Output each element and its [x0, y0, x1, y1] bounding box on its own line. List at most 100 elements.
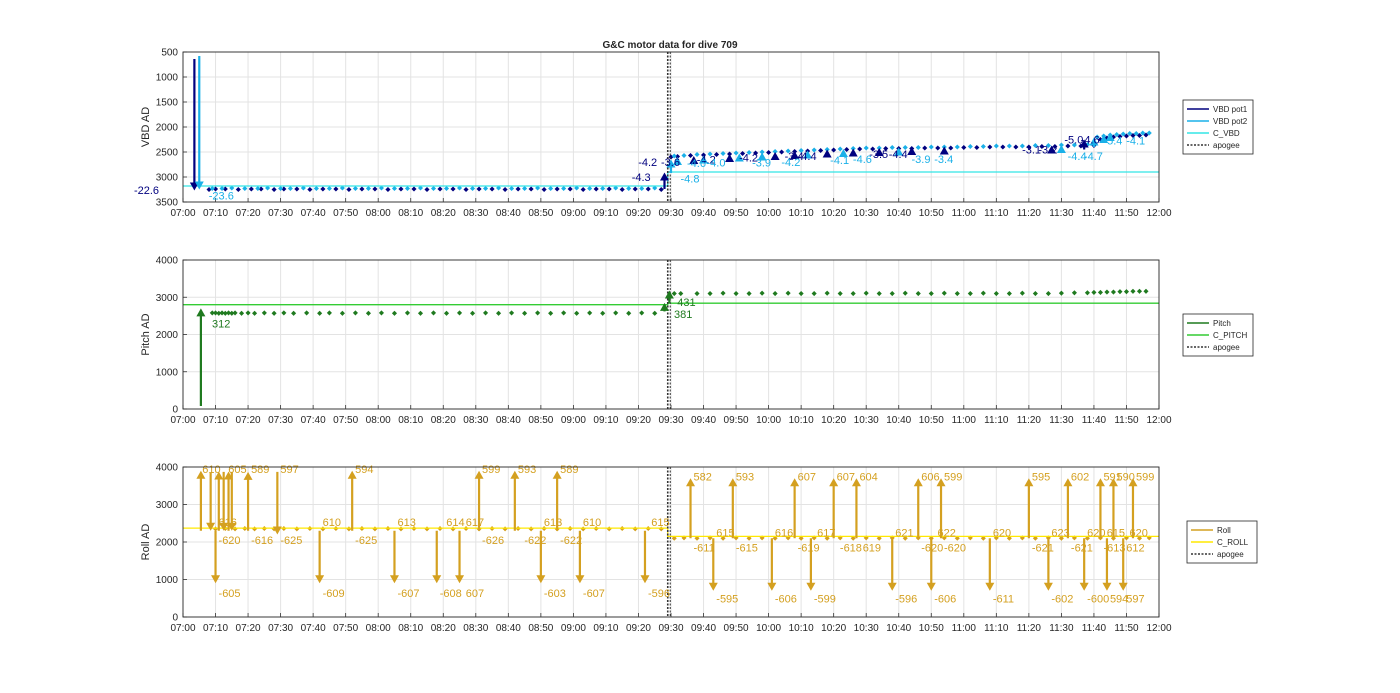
- move-value-label: 610: [583, 517, 601, 529]
- data-point: [411, 186, 417, 192]
- x-tick-label: 09:30: [658, 208, 683, 219]
- data-point: [1039, 143, 1045, 150]
- data-point: [437, 186, 443, 192]
- y-tick-label: 3000: [156, 293, 179, 304]
- data-point: [242, 185, 248, 192]
- data-point: [281, 310, 287, 316]
- move-value-label: -4.7: [1084, 151, 1103, 163]
- move-value-label: -607: [397, 588, 419, 600]
- x-tick-label: 09:20: [626, 415, 651, 426]
- move-value-label: 613: [397, 517, 415, 529]
- move-value-label: -611: [993, 593, 1014, 605]
- move-value-label: -4.2: [638, 157, 657, 169]
- x-tick-label: 11:40: [1082, 415, 1107, 426]
- move-arrow-head: [803, 150, 813, 159]
- move-arrow-head: [913, 478, 923, 487]
- x-tick-label: 11:30: [1049, 208, 1074, 219]
- move-value-label: 582: [694, 471, 712, 483]
- move-value-label: -22.6: [134, 185, 159, 197]
- move-value-label: -3.4: [934, 154, 953, 166]
- move-value-label: 620: [1129, 528, 1147, 540]
- x-tick-label: 07:10: [203, 623, 228, 634]
- x-tick-label: 08:50: [528, 623, 553, 634]
- x-tick-label: 07:40: [301, 208, 326, 219]
- move-value-label: -4.4: [798, 151, 817, 163]
- data-point: [1019, 290, 1025, 296]
- data-point: [1071, 290, 1077, 296]
- move-arrow-head: [790, 151, 800, 159]
- move-arrow-head: [196, 470, 206, 479]
- move-arrow-head: [770, 152, 780, 160]
- move-value-label: -3.2: [1038, 145, 1057, 157]
- legend-label: apogee: [1213, 343, 1240, 352]
- x-tick-label: 09:20: [626, 623, 651, 634]
- data-point: [1045, 290, 1051, 297]
- x-tick-label: 10:50: [919, 208, 944, 219]
- move-value-label: 610: [202, 464, 220, 476]
- data-point: [219, 310, 225, 316]
- data-point: [456, 185, 463, 191]
- move-arrow-head: [757, 152, 767, 161]
- data-point: [430, 185, 437, 192]
- move-arrow-head: [829, 478, 839, 487]
- move-arrow-head: [315, 575, 325, 584]
- move-arrow-head: [211, 575, 221, 584]
- move-arrow-head: [666, 159, 676, 168]
- x-tick-label: 10:40: [886, 415, 911, 426]
- data-point: [417, 310, 424, 316]
- move-arrow-head: [640, 575, 650, 584]
- data-point: [1084, 290, 1090, 296]
- x-tick-label: 07:40: [301, 623, 326, 634]
- move-arrow-head: [874, 148, 884, 156]
- move-arrow-head: [536, 575, 546, 584]
- data-point: [359, 186, 365, 192]
- x-tick-label: 08:00: [366, 623, 391, 634]
- x-tick-label: 08:50: [528, 208, 553, 219]
- data-point: [502, 186, 508, 193]
- x-tick-label: 09:00: [561, 415, 586, 426]
- move-arrow-head: [1105, 133, 1115, 141]
- data-point: [613, 185, 619, 191]
- move-value-label: 607: [837, 471, 855, 483]
- move-arrow-head: [347, 470, 357, 479]
- move-value-label: 606: [921, 471, 939, 483]
- data-point: [587, 185, 593, 192]
- legend-label: C_VBD: [1213, 129, 1240, 138]
- x-tick-label: 10:30: [854, 415, 879, 426]
- move-value-label: 602: [1071, 471, 1089, 483]
- data-point: [1094, 134, 1100, 140]
- move-value-label: 604: [859, 471, 877, 483]
- move-value-label: 431: [677, 297, 695, 309]
- legend-label: C_ROLL: [1217, 538, 1249, 547]
- data-point: [1136, 132, 1143, 139]
- data-point: [1136, 288, 1143, 294]
- x-tick-label: 07:40: [301, 415, 326, 426]
- x-tick-label: 07:00: [170, 208, 195, 219]
- move-value-label: -4.8: [681, 174, 700, 186]
- move-arrow-head: [194, 181, 204, 190]
- move-value-label: 597: [1126, 593, 1144, 605]
- move-arrow-head: [272, 526, 282, 535]
- x-tick-label: 07:50: [333, 623, 358, 634]
- x-tick-label: 09:20: [626, 208, 651, 219]
- axes-box: [182, 51, 1160, 203]
- series-c-roll-line: [183, 527, 1159, 538]
- move-arrow-head: [1118, 582, 1128, 591]
- x-tick-label: 10:20: [821, 208, 846, 219]
- data-point: [785, 290, 791, 296]
- move-value-label: -23.6: [209, 191, 234, 203]
- data-point: [1065, 143, 1071, 149]
- move-value-label: -5.4: [1103, 136, 1122, 148]
- data-point: [1071, 142, 1077, 148]
- x-tick-label: 09:10: [593, 415, 618, 426]
- x-tick-label: 08:40: [496, 415, 521, 426]
- data-point: [326, 185, 332, 192]
- data-point: [857, 146, 863, 152]
- x-tick-label: 12:00: [1146, 208, 1171, 219]
- move-arrow-head: [725, 154, 735, 162]
- data-point: [326, 310, 332, 316]
- data-point: [759, 290, 765, 296]
- move-arrow-head: [767, 582, 777, 591]
- data-point: [304, 310, 310, 316]
- move-arrow-head: [1079, 139, 1089, 148]
